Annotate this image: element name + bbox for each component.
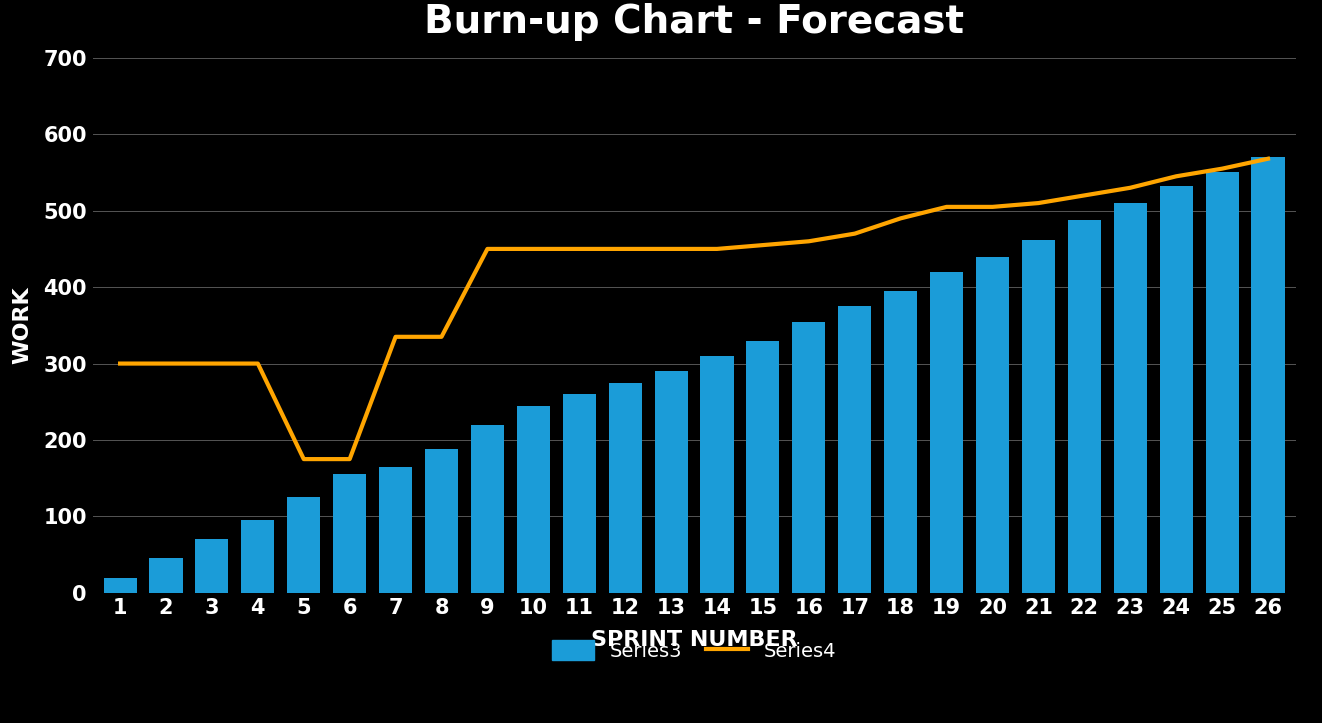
Bar	[1022, 240, 1055, 593]
Bar	[838, 307, 871, 593]
Bar	[424, 449, 457, 593]
Bar	[1206, 173, 1239, 593]
Bar	[931, 272, 964, 593]
Bar	[287, 497, 320, 593]
Bar	[654, 371, 687, 593]
Bar	[517, 406, 550, 593]
Bar	[792, 322, 825, 593]
Bar	[1113, 203, 1146, 593]
Bar	[196, 539, 229, 593]
Bar	[608, 382, 641, 593]
Bar	[471, 424, 504, 593]
Legend: Series3, Series4: Series3, Series4	[543, 633, 845, 669]
Bar	[149, 558, 182, 593]
Bar	[747, 341, 780, 593]
Bar	[701, 356, 734, 593]
Y-axis label: WORK: WORK	[12, 286, 32, 364]
Bar	[1068, 220, 1101, 593]
Bar	[333, 474, 366, 593]
Bar	[103, 578, 136, 593]
Bar	[1252, 157, 1285, 593]
Bar	[976, 257, 1009, 593]
Bar	[242, 521, 275, 593]
Bar	[884, 291, 917, 593]
Title: Burn-up Chart - Forecast: Burn-up Chart - Forecast	[424, 3, 964, 40]
Bar	[563, 394, 596, 593]
Bar	[1159, 187, 1192, 593]
Bar	[379, 467, 412, 593]
X-axis label: SPRINT NUMBER: SPRINT NUMBER	[591, 630, 797, 649]
